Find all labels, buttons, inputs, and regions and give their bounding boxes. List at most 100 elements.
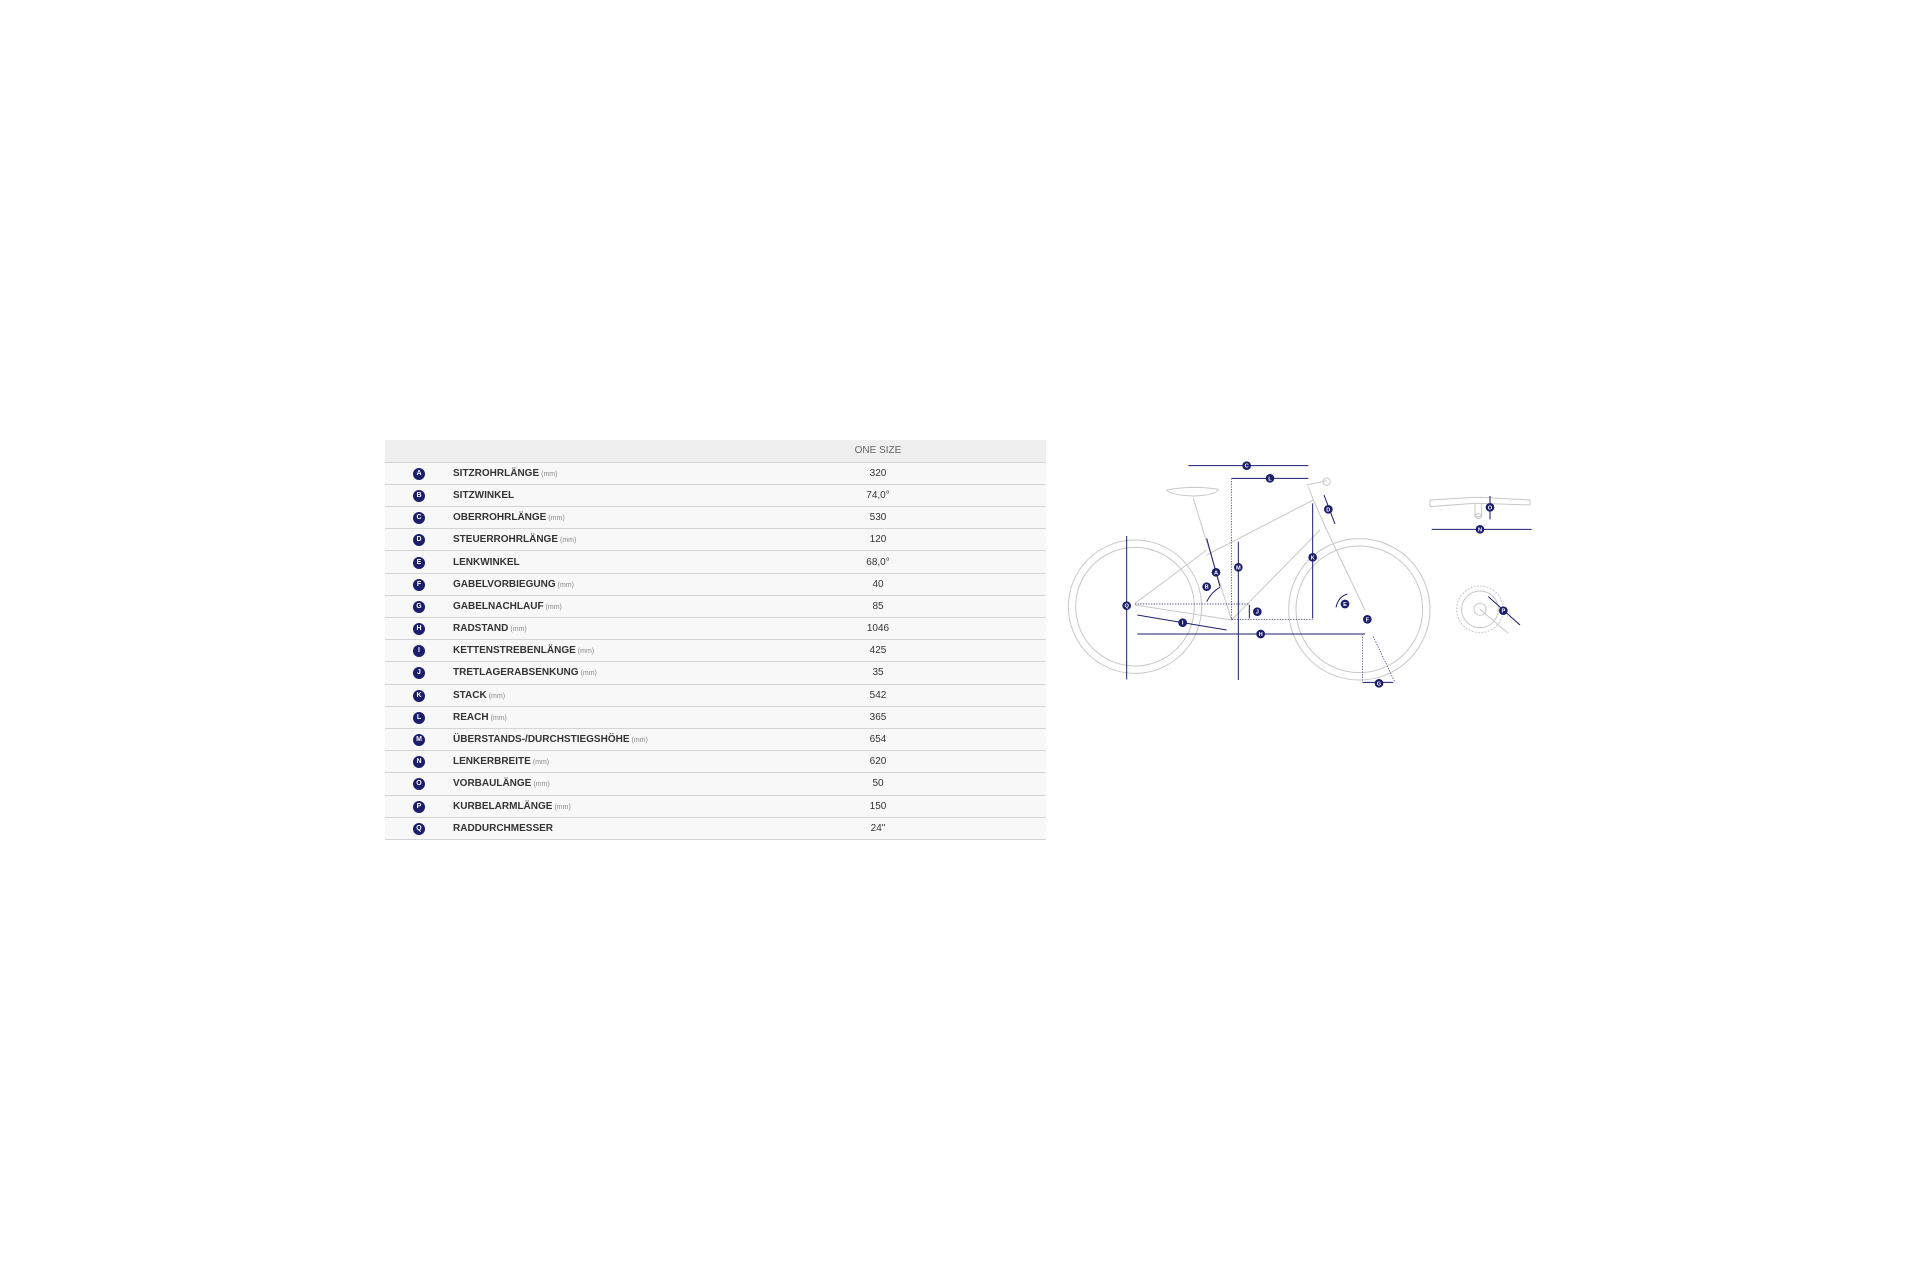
measurement-label: LENKERBREITE <box>453 756 531 768</box>
measurement-label: VORBAULÄNGE <box>453 778 532 790</box>
svg-text:H: H <box>1259 632 1263 638</box>
letter-badge: Q <box>413 822 425 835</box>
unit-label: (mm) <box>545 603 562 611</box>
letter-badge: K <box>413 689 425 702</box>
column-header-one-size: ONE SIZE <box>798 440 958 463</box>
table-row: L REACH (mm) 365 <box>385 706 1046 729</box>
measurement-label: SITZWINKEL <box>453 489 515 501</box>
measurement-label: LENKWINKEL <box>453 556 520 568</box>
svg-text:E: E <box>1343 602 1347 608</box>
measurement-label: KETTENSTREBENLÄNGE <box>453 645 576 657</box>
diagram-marker-i: I <box>1178 618 1187 627</box>
table-row: C OBERROHRLÄNGE (mm) 530 <box>385 506 1046 530</box>
unit-label: (mm) <box>532 759 550 767</box>
letter-badge: I <box>413 645 425 658</box>
measurement-label: ÜBERSTANDS-/DURCHSTIEGSHÖHE <box>453 734 630 746</box>
letter-badge: J <box>413 667 425 680</box>
diagram-marker-d: D <box>1324 505 1333 514</box>
svg-text:D: D <box>1326 507 1330 513</box>
svg-text:O: O <box>1488 505 1493 511</box>
table-row: Q RADDURCHMESSER 24" <box>385 817 1046 840</box>
measurement-value: 150 <box>798 795 958 818</box>
diagram-marker-q: Q <box>1122 601 1131 610</box>
svg-text:K: K <box>1311 555 1316 561</box>
unit-label: (mm) <box>541 470 558 478</box>
svg-text:I: I <box>1182 621 1184 627</box>
measurement-label: GABELVORBIEGUNG <box>453 578 556 590</box>
unit-label: (mm) <box>560 537 577 545</box>
svg-text:A: A <box>1214 570 1218 576</box>
dimension-lines <box>1126 465 1532 683</box>
measurement-label: RADDURCHMESSER <box>453 822 554 834</box>
svg-text:B: B <box>1205 585 1209 591</box>
table-row: F GABELVORBIEGUNG (mm) 40 <box>385 573 1046 596</box>
letter-badge: B <box>413 489 425 502</box>
measurement-value: 85 <box>798 595 958 619</box>
unit-label: (mm) <box>577 648 595 656</box>
measurement-value: 620 <box>798 750 958 774</box>
measurement-value: 40 <box>798 573 958 596</box>
measurement-label: KURBELARMLÄNGE <box>453 800 553 812</box>
unit-label: (mm) <box>490 714 507 722</box>
svg-text:G: G <box>1377 681 1382 687</box>
table-row: H RADSTAND (mm) 1046 <box>385 617 1046 641</box>
measurement-value: 654 <box>798 728 958 752</box>
measurement-label: GABELNACHLAUF <box>453 600 544 612</box>
measurement-value: 365 <box>798 706 958 729</box>
geometry-table: ONE SIZE A SITZROHRLÄNGE (mm) 320 B SITZW… <box>385 440 1046 840</box>
unit-label: (mm) <box>533 781 550 789</box>
table-row: E LENKWINKEL 68,0° <box>385 550 1046 574</box>
table-row: B SITZWINKEL 74,0° <box>385 484 1046 508</box>
svg-text:Q: Q <box>1124 604 1129 610</box>
table-row: M ÜBERSTANDS-/DURCHSTIEGSHÖHE (mm) 654 <box>385 728 1046 752</box>
unit-label: (mm) <box>554 803 571 811</box>
measurement-value: 50 <box>798 772 958 796</box>
diagram-marker-c: C <box>1242 461 1251 470</box>
letter-badge: F <box>413 578 425 591</box>
table-row: J TRETLAGERABSENKUNG (mm) 35 <box>385 661 1046 685</box>
unit-label: (mm) <box>510 626 527 634</box>
unit-label: (mm) <box>557 581 574 589</box>
diagram-marker-b: B <box>1202 582 1211 591</box>
table-row: G GABELNACHLAUF (mm) 85 <box>385 595 1046 619</box>
measurement-label: STEUERROHRLÄNGE <box>453 534 559 546</box>
table-row: I KETTENSTREBENLÄNGE (mm) 425 <box>385 639 1046 663</box>
table-row: P KURBELARMLÄNGE (mm) 150 <box>385 795 1046 818</box>
diagram-marker-m: M <box>1234 563 1243 572</box>
svg-text:F: F <box>1366 617 1370 623</box>
svg-text:L: L <box>1268 476 1272 482</box>
table-row: N LENKERBREITE (mm) 620 <box>385 750 1046 774</box>
table-header-row: ONE SIZE <box>385 440 1046 463</box>
measurement-value: 1046 <box>798 617 958 641</box>
measurement-value: 320 <box>798 462 958 485</box>
diagram-marker-o: O <box>1485 503 1495 512</box>
svg-text:N: N <box>1478 527 1482 533</box>
bike-geometry-diagram: C L D M K A B Q J I H E F G O N P <box>1067 461 1532 688</box>
measurement-value: 24" <box>798 817 958 840</box>
unit-label: (mm) <box>548 515 565 523</box>
diagram-marker-j: J <box>1253 607 1262 616</box>
letter-badge: C <box>413 512 425 525</box>
bike-frame <box>1067 477 1531 681</box>
letter-badge: G <box>413 600 425 613</box>
letter-badge: D <box>413 534 425 547</box>
measurement-label: RADSTAND <box>453 623 509 635</box>
diagram-marker-a: A <box>1211 568 1221 577</box>
diagram-marker-p: P <box>1499 606 1508 615</box>
letter-badge: A <box>413 467 425 480</box>
diagram-marker-g: G <box>1374 679 1384 688</box>
measurement-value: 120 <box>798 528 958 552</box>
measurement-value: 530 <box>798 506 958 530</box>
letter-badge: L <box>413 711 425 724</box>
unit-label: (mm) <box>580 670 597 678</box>
letter-badge: E <box>413 556 425 569</box>
measurement-value: 68,0° <box>798 550 958 574</box>
table-row: D STEUERROHRLÄNGE (mm) 120 <box>385 528 1046 552</box>
letter-badge: P <box>413 800 425 813</box>
svg-text:P: P <box>1501 609 1505 615</box>
diagram-marker-h: H <box>1256 629 1265 639</box>
measurement-label: TRETLAGERABSENKUNG <box>453 667 579 679</box>
measurement-value: 74,0° <box>798 484 958 508</box>
table-row: K STACK (mm) 542 <box>385 684 1046 707</box>
svg-text:C: C <box>1245 464 1249 470</box>
